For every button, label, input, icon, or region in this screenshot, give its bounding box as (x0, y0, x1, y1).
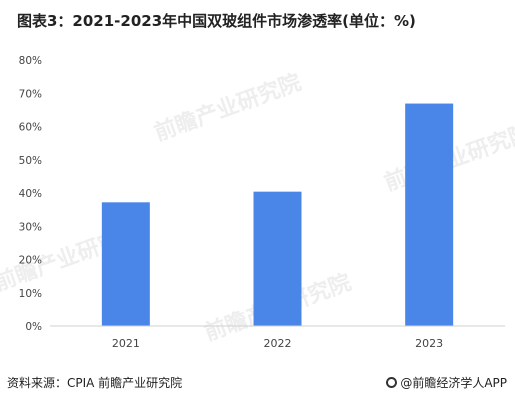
y-tick-label: 20% (19, 255, 42, 267)
qianzhan-logo-icon (386, 377, 398, 388)
y-tick-label: 80% (19, 55, 42, 67)
x-tick-label: 2022 (264, 337, 292, 350)
brand-credit: @前瞻经济学人APP (386, 374, 507, 391)
chart-title: 图表3：2021-2023年中国双玻组件市场渗透率(单位：%) (17, 12, 416, 30)
bars (101, 103, 454, 327)
x-axis-labels: 2021 2022 2023 (112, 337, 443, 350)
brand-label: @前瞻经济学人APP (400, 376, 507, 390)
source-note: 资料来源：CPIA 前瞻产业研究院 (7, 376, 183, 390)
bar-2021 (101, 202, 150, 326)
y-tick-label: 50% (19, 155, 42, 167)
y-tick-label: 60% (19, 122, 42, 134)
x-tick-label: 2021 (112, 337, 140, 350)
x-tick-label: 2023 (415, 337, 443, 350)
y-tick-label: 10% (19, 288, 42, 300)
bar-2023 (405, 103, 454, 327)
y-axis-labels: 0% 10% 20% 30% 40% 50% 60% 70% 80% (19, 55, 42, 333)
y-tick-label: 40% (19, 188, 42, 200)
y-tick-label: 0% (25, 321, 42, 333)
y-tick-label: 30% (19, 221, 42, 233)
bar-2022 (253, 191, 302, 326)
y-tick-label: 70% (19, 88, 42, 100)
